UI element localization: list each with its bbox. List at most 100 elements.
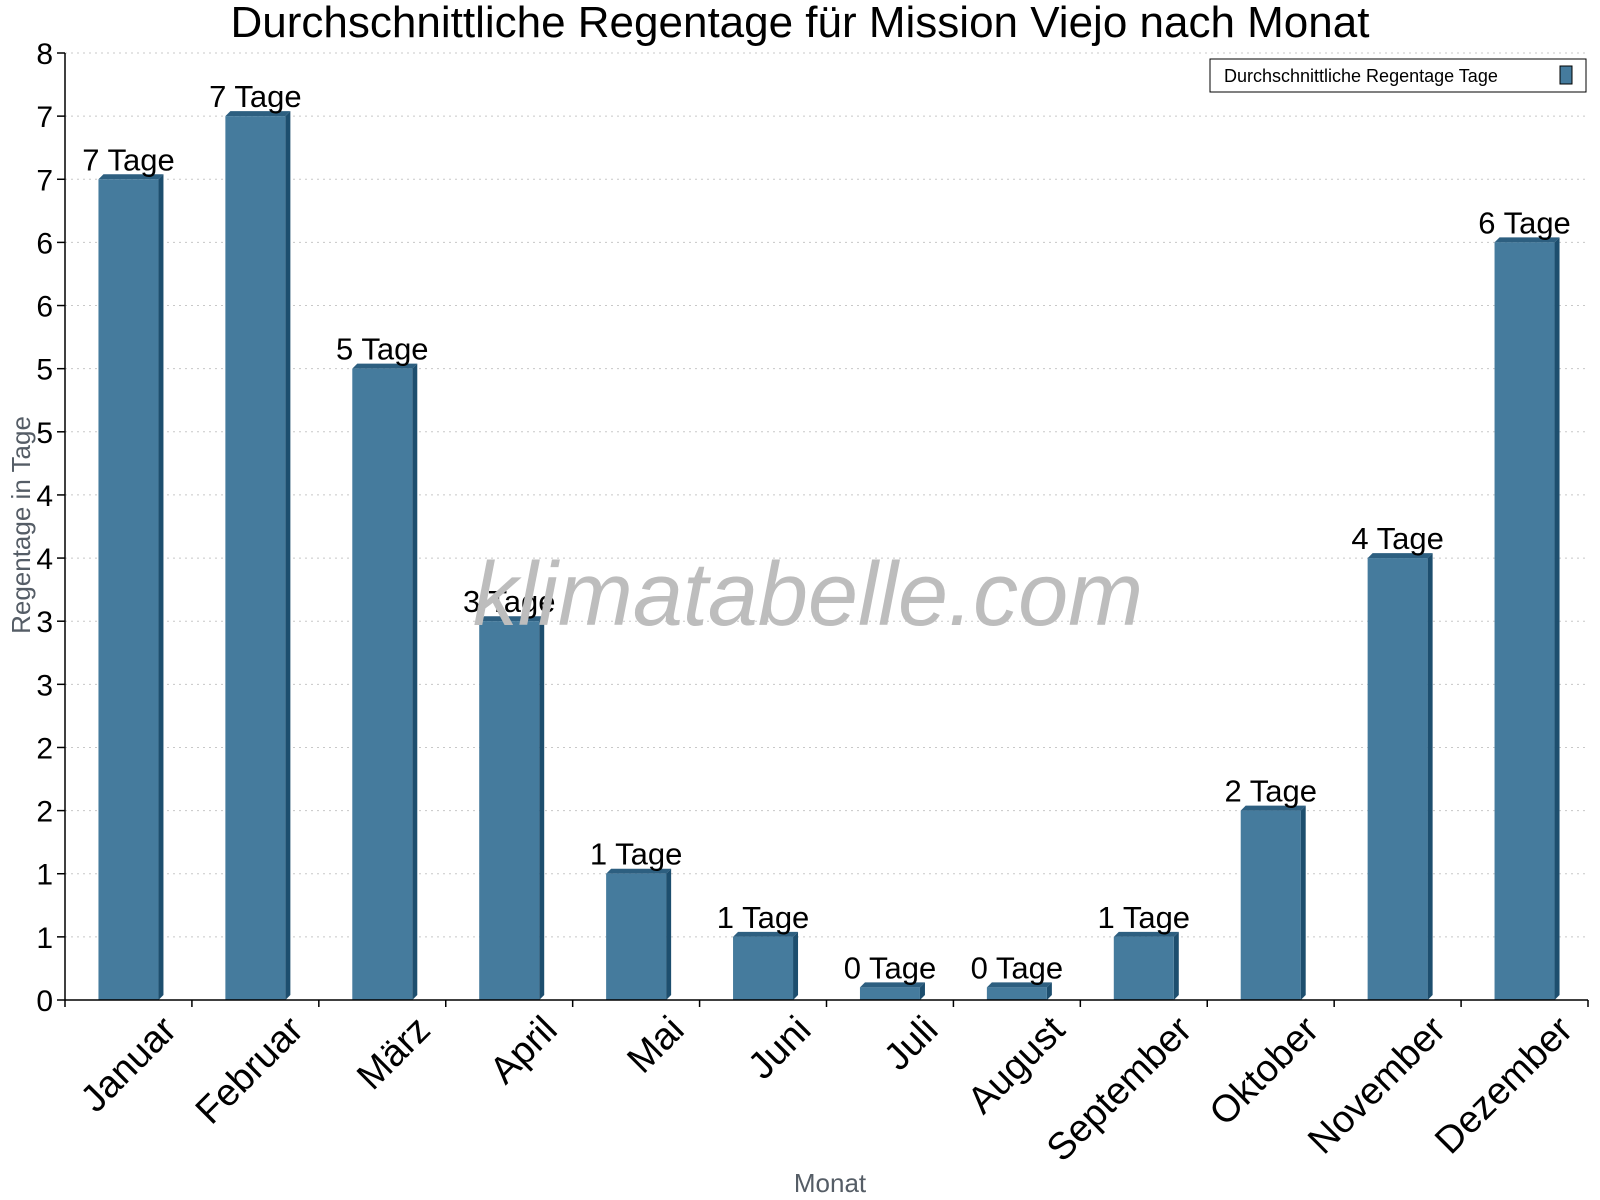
data-label: 7 Tage: [82, 142, 175, 177]
bar-top: [1240, 805, 1306, 811]
x-tick-label: Oktober: [1202, 1008, 1328, 1134]
bar: [1113, 931, 1179, 1000]
bar-front: [859, 987, 920, 1000]
bar-side: [1046, 982, 1052, 1000]
bar-top: [733, 931, 799, 937]
x-tick-label: Januar: [73, 1008, 185, 1120]
bar-side: [666, 868, 672, 1000]
bar-front: [98, 179, 159, 1000]
bar-top: [479, 616, 545, 622]
y-tick-label: 4: [36, 543, 53, 576]
x-tick-label: Juni: [740, 1009, 819, 1088]
y-tick-label: 3: [36, 606, 53, 639]
bar-top: [98, 174, 164, 180]
bar-side: [793, 931, 799, 1000]
x-tick-label: Februar: [188, 1008, 312, 1132]
y-tick-label: 2: [36, 796, 53, 829]
data-label: 0 Tage: [844, 950, 937, 985]
bar-front: [733, 936, 794, 1000]
x-tick-label: Dezember: [1427, 1008, 1581, 1162]
bar: [479, 616, 545, 1000]
data-label: 1 Tage: [1098, 900, 1191, 935]
data-label: 7 Tage: [209, 79, 302, 114]
bar: [733, 931, 799, 1000]
bar-top: [859, 982, 925, 988]
data-label: 0 Tage: [971, 950, 1064, 985]
bar-side: [285, 111, 291, 1001]
y-tick-label: 2: [36, 732, 53, 765]
bar-front: [986, 987, 1047, 1000]
bar: [986, 982, 1052, 1000]
legend-label: Durchschnittliche Regentage Tage: [1224, 66, 1498, 86]
legend: Durchschnittliche Regentage Tage: [1209, 58, 1587, 93]
y-axis-title: Regentage in Tage: [6, 416, 36, 634]
bar-top: [225, 111, 291, 117]
chart-title: Durchschnittliche Regentage für Mission …: [231, 0, 1370, 47]
y-tick-label: 3: [36, 669, 53, 702]
x-tick-label: Juli: [876, 1009, 946, 1079]
bar-front: [225, 116, 286, 1001]
bar-top: [1113, 931, 1179, 937]
bar: [225, 111, 291, 1001]
data-label: 6 Tage: [1478, 205, 1571, 240]
x-axis-ticks: Januar Februar März April Mai Juni Juli AugustS…: [64, 1000, 1589, 1170]
bar-side: [1554, 237, 1560, 1000]
y-tick-label: 6: [36, 291, 53, 324]
bar-side: [1173, 931, 1179, 1000]
grid-lines: [65, 52, 1588, 938]
bar-front: [1240, 810, 1301, 1000]
x-tick-label: März: [349, 1009, 438, 1098]
bar: [1494, 237, 1560, 1000]
legend-box: [1209, 58, 1587, 93]
x-tick-label: Mai: [619, 1009, 692, 1082]
y-axis-ticks: 0 1 1 2 2 3 3 4 4 5 5 6 6 7 7 8: [36, 38, 65, 1018]
bar-top: [606, 868, 672, 874]
y-tick-label: 5: [36, 417, 53, 450]
y-tick-label: 4: [36, 480, 53, 513]
bar: [98, 174, 164, 1000]
bar: [1240, 805, 1306, 1000]
bar-front: [1494, 242, 1555, 1000]
data-label: 5 Tage: [336, 332, 429, 367]
x-tick-label: November: [1300, 1008, 1454, 1162]
bar-top: [1494, 237, 1560, 243]
data-label: 1 Tage: [717, 900, 810, 935]
watermark: klimatabelle.com: [473, 545, 1143, 645]
bar: [352, 363, 418, 1001]
bar-side: [1427, 553, 1433, 1000]
y-tick-label: 7: [36, 101, 53, 134]
bar-front: [1113, 936, 1174, 1000]
bar-front: [479, 621, 540, 1000]
y-tick-label: 8: [36, 38, 53, 71]
bar-side: [158, 174, 164, 1000]
data-label: 4 Tage: [1351, 521, 1444, 556]
data-label: 2 Tage: [1224, 774, 1317, 809]
bars: [98, 111, 1560, 1001]
bar: [1367, 553, 1433, 1000]
bar: [859, 982, 925, 1000]
bar-side: [1300, 805, 1306, 1000]
data-label: 1 Tage: [590, 837, 683, 872]
y-tick-label: 7: [36, 164, 53, 197]
bar-front: [1367, 558, 1428, 1000]
data-label: 3 Tage: [463, 584, 556, 619]
data-labels: 7 Tage 7 Tage 5 Tage 3 Tage 1 Tage 1 Tage 0 Ta…: [82, 79, 1571, 985]
y-tick-label: 1: [36, 922, 53, 955]
x-tick-label: August: [960, 1008, 1074, 1122]
bar-side: [412, 363, 418, 1001]
bar-front: [352, 368, 413, 1001]
bar-top: [1367, 553, 1433, 559]
bar-front: [606, 873, 667, 1000]
y-tick-label: 6: [36, 227, 53, 260]
y-tick-label: 0: [36, 985, 53, 1018]
bar-top: [352, 363, 418, 369]
y-tick-label: 1: [36, 859, 53, 892]
bar-top: [986, 982, 1052, 988]
bar-side: [919, 982, 925, 1000]
bar: [606, 868, 672, 1000]
x-tick-label: April: [482, 1009, 565, 1092]
x-axis-title: Monat: [794, 1168, 867, 1198]
legend-swatch: [1559, 65, 1573, 85]
y-tick-label: 5: [36, 354, 53, 387]
bar-side: [539, 616, 545, 1000]
